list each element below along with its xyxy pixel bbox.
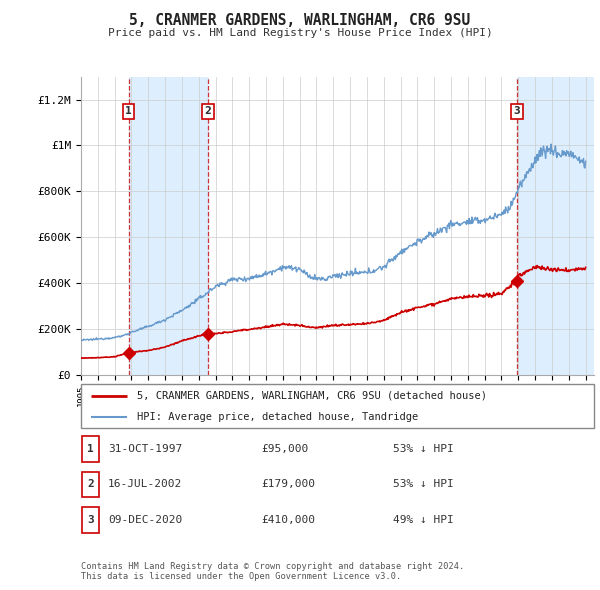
Text: Price paid vs. HM Land Registry's House Price Index (HPI): Price paid vs. HM Land Registry's House … bbox=[107, 28, 493, 38]
Text: 2: 2 bbox=[205, 106, 211, 116]
Bar bbox=[517, 77, 594, 375]
Text: 3: 3 bbox=[87, 515, 94, 525]
Text: £410,000: £410,000 bbox=[261, 515, 315, 525]
Text: £95,000: £95,000 bbox=[261, 444, 308, 454]
Text: 3: 3 bbox=[514, 106, 520, 116]
Text: 1: 1 bbox=[87, 444, 94, 454]
Text: 5, CRANMER GARDENS, WARLINGHAM, CR6 9SU: 5, CRANMER GARDENS, WARLINGHAM, CR6 9SU bbox=[130, 13, 470, 28]
Text: 53% ↓ HPI: 53% ↓ HPI bbox=[393, 480, 454, 489]
Text: £179,000: £179,000 bbox=[261, 480, 315, 489]
Bar bbox=[128, 77, 208, 375]
Text: Contains HM Land Registry data © Crown copyright and database right 2024.
This d: Contains HM Land Registry data © Crown c… bbox=[81, 562, 464, 581]
Text: 49% ↓ HPI: 49% ↓ HPI bbox=[393, 515, 454, 525]
Text: 09-DEC-2020: 09-DEC-2020 bbox=[108, 515, 182, 525]
Text: 53% ↓ HPI: 53% ↓ HPI bbox=[393, 444, 454, 454]
Text: 2: 2 bbox=[87, 480, 94, 489]
Text: 16-JUL-2002: 16-JUL-2002 bbox=[108, 480, 182, 489]
Text: 31-OCT-1997: 31-OCT-1997 bbox=[108, 444, 182, 454]
Text: 1: 1 bbox=[125, 106, 132, 116]
Text: 5, CRANMER GARDENS, WARLINGHAM, CR6 9SU (detached house): 5, CRANMER GARDENS, WARLINGHAM, CR6 9SU … bbox=[137, 391, 487, 401]
Text: HPI: Average price, detached house, Tandridge: HPI: Average price, detached house, Tand… bbox=[137, 412, 419, 422]
